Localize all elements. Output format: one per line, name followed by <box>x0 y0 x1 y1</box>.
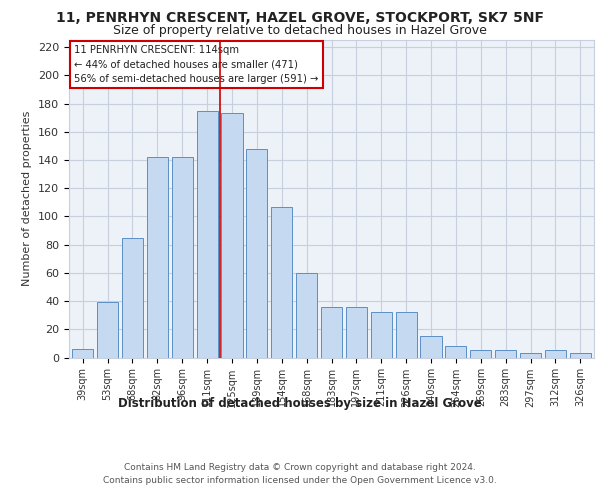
Y-axis label: Number of detached properties: Number of detached properties <box>22 111 32 286</box>
Text: Contains public sector information licensed under the Open Government Licence v3: Contains public sector information licen… <box>103 476 497 485</box>
Text: 11 PENRHYN CRESCENT: 114sqm
← 44% of detached houses are smaller (471)
56% of se: 11 PENRHYN CRESCENT: 114sqm ← 44% of det… <box>74 45 319 84</box>
Bar <box>445 346 466 358</box>
Text: Contains HM Land Registry data © Crown copyright and database right 2024.: Contains HM Land Registry data © Crown c… <box>124 462 476 471</box>
Bar <box>296 273 317 357</box>
Bar <box>421 336 442 357</box>
Bar <box>246 148 268 358</box>
Bar <box>346 306 367 358</box>
Bar <box>221 114 242 358</box>
Bar <box>520 354 541 358</box>
Bar <box>147 157 168 358</box>
Text: Distribution of detached houses by size in Hazel Grove: Distribution of detached houses by size … <box>118 398 482 410</box>
Bar <box>72 349 93 358</box>
Bar <box>197 110 218 358</box>
Bar <box>271 206 292 358</box>
Bar <box>395 312 417 358</box>
Bar <box>470 350 491 358</box>
Bar <box>122 238 143 358</box>
Bar <box>371 312 392 358</box>
Bar <box>172 157 193 358</box>
Text: 11, PENRHYN CRESCENT, HAZEL GROVE, STOCKPORT, SK7 5NF: 11, PENRHYN CRESCENT, HAZEL GROVE, STOCK… <box>56 11 544 25</box>
Bar <box>495 350 516 358</box>
Bar <box>545 350 566 358</box>
Text: Size of property relative to detached houses in Hazel Grove: Size of property relative to detached ho… <box>113 24 487 37</box>
Bar <box>321 306 342 358</box>
Bar <box>570 354 591 358</box>
Bar <box>97 302 118 358</box>
